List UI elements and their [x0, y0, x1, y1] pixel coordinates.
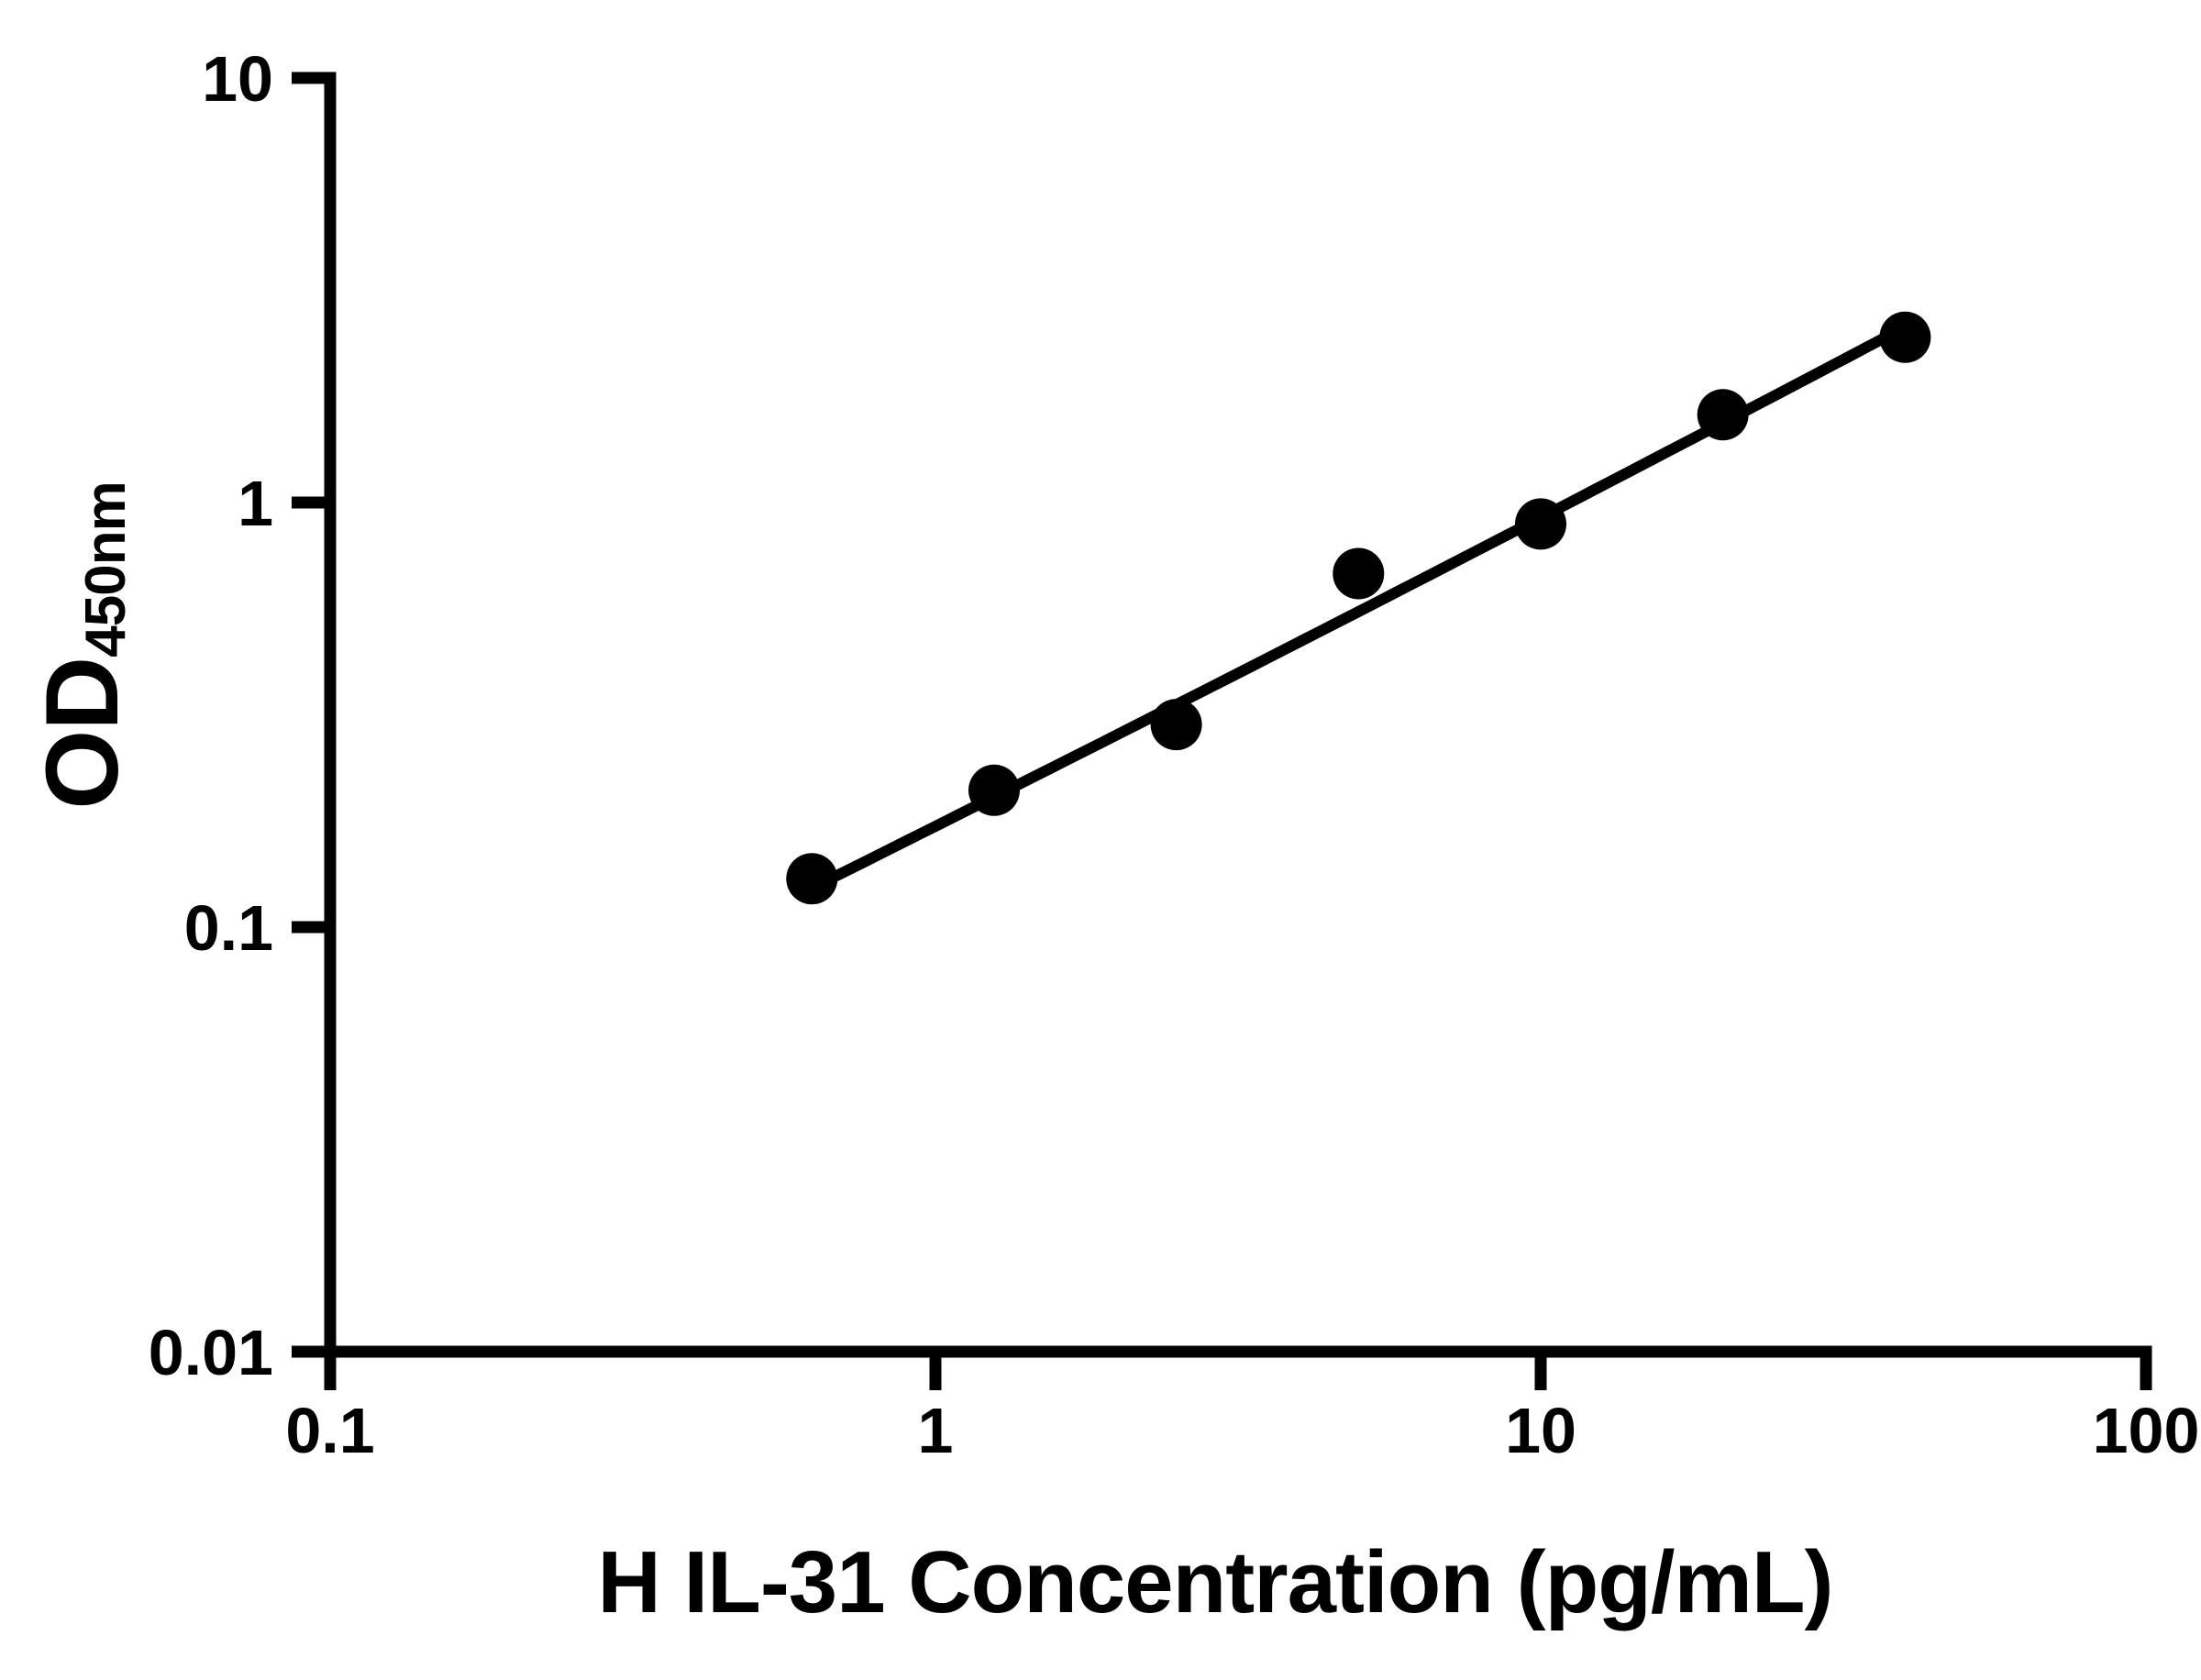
x-tick-label-1: 1 — [918, 1395, 954, 1466]
x-tick-label-10: 10 — [1505, 1395, 1576, 1466]
data-point-2 — [968, 764, 1020, 816]
y-tick-label-10: 10 — [202, 43, 273, 115]
y-tick-label-0.01: 0.01 — [149, 1317, 273, 1388]
y-axis-title: OD450nm — [37, 481, 139, 809]
plot-area — [786, 311, 1931, 905]
y-tick-label-1: 1 — [238, 468, 273, 539]
x-axis-title: H IL-31 Concentration (pg/mL) — [598, 1533, 1833, 1631]
data-point-5 — [1515, 498, 1566, 550]
data-point-6 — [1697, 389, 1749, 441]
data-point-7 — [1879, 311, 1931, 363]
elisa-standard-curve-figure: 0.01 0.1 1 10 0.1 1 10 100 H IL-31 Concentratio… — [37, 15, 2201, 1665]
data-point-4 — [1333, 547, 1385, 600]
y-axis-title-sub: 450nm — [74, 481, 138, 657]
x-tick-label-100: 100 — [2093, 1395, 2200, 1466]
data-point-3 — [1150, 699, 1202, 751]
x-tick-label-0.1: 0.1 — [285, 1395, 374, 1466]
y-axis-title-main: OD — [37, 658, 139, 810]
y-tick-label-0.1: 0.1 — [184, 892, 273, 964]
data-point-1 — [786, 853, 838, 905]
